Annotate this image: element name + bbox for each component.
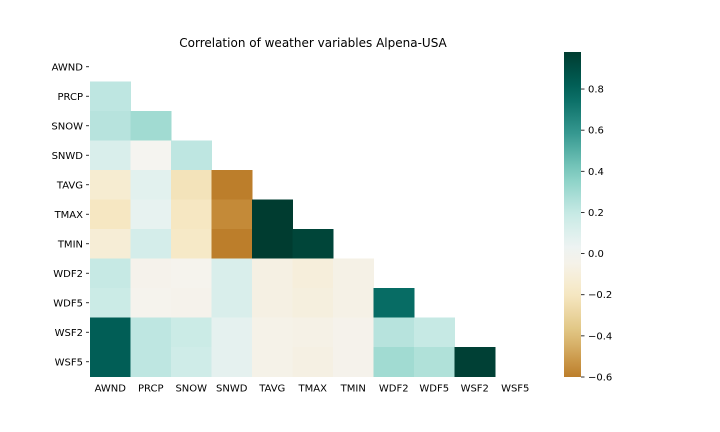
heatmap-cell (292, 347, 334, 377)
heatmap-cell (90, 347, 131, 377)
heatmap-cell (252, 317, 293, 348)
heatmap-cell (90, 170, 131, 200)
heatmap-cell (211, 199, 253, 230)
x-tick-label: SNWD (216, 384, 248, 395)
heatmap-cell (90, 81, 131, 112)
heatmap-cell (292, 288, 334, 318)
heatmap-cell (292, 229, 334, 259)
heatmap-cell (171, 258, 212, 289)
heatmap-cell (292, 258, 334, 289)
heatmap-cell (454, 347, 496, 377)
heatmap-cell (171, 288, 212, 318)
heatmap-cell (252, 199, 293, 230)
heatmap-cell (211, 229, 253, 259)
colorbar-ticks: 0.8 0.6 0.4 0.2 0.0 −0.2 −0.4 −0.6 (581, 85, 612, 384)
heatmap-cell (333, 288, 374, 318)
colorbar-tick-label: 0.6 (588, 126, 604, 137)
colorbar-tick-label: 0.0 (588, 249, 604, 260)
heatmap-cell (171, 140, 212, 171)
y-tick-label: WSF5 (55, 357, 83, 368)
heatmap-cell (211, 258, 253, 289)
x-tick-label: WSF5 (501, 384, 529, 395)
x-tick-label: AWND (95, 384, 127, 395)
heatmap-cell (130, 229, 172, 259)
x-tick-label: WDF2 (379, 384, 409, 395)
heatmap-cell (211, 170, 253, 200)
x-tick-label: WSF2 (461, 384, 489, 395)
y-tick-label: AWND (52, 62, 84, 73)
heatmap-cell (130, 199, 172, 230)
colorbar-tick-label: −0.4 (588, 331, 612, 342)
heatmap-cell (211, 347, 253, 377)
x-tick-label: SNOW (175, 384, 207, 395)
x-tick-label: WDF5 (419, 384, 449, 395)
y-tick-label: PRCP (58, 92, 84, 103)
heatmap-cell (130, 317, 172, 348)
y-tick-label: WSF2 (55, 328, 83, 339)
heatmap-cell (171, 317, 212, 348)
heatmap-cell (252, 258, 293, 289)
y-tick-label: TMIN (57, 239, 83, 250)
colorbar-tick-label: 0.2 (588, 208, 604, 219)
x-tick-label: PRCP (138, 384, 164, 395)
heatmap-cell (171, 170, 212, 200)
heatmap-cell (130, 111, 172, 141)
heatmap-cell (292, 317, 334, 348)
heatmap-cell (90, 140, 131, 171)
heatmap-cell (90, 258, 131, 289)
heatmap-cell (130, 347, 172, 377)
heatmap-cell (373, 288, 415, 318)
y-tick-label: WDF2 (53, 269, 83, 280)
heatmap-cell (90, 317, 131, 348)
heatmap-cell (171, 229, 212, 259)
y-tick-label: TMAX (54, 210, 84, 221)
heatmap-cell (171, 347, 212, 377)
x-tick-labels: AWND PRCP SNOW SNWD TAVG TMAX TMIN WDF2 WDF5 WSF2… (95, 384, 530, 395)
heatmap-cell (211, 288, 253, 318)
y-tick-label: SNWD (52, 151, 84, 162)
heatmap-cell (252, 347, 293, 377)
heatmap-cell (130, 258, 172, 289)
heatmap-cell (252, 229, 293, 259)
heatmap-cell (211, 317, 253, 348)
y-tick-label: TAVG (56, 180, 83, 191)
colorbar-tick-label: 0.4 (588, 167, 604, 178)
heatmap-cell (333, 317, 374, 348)
heatmap-cell (130, 140, 172, 171)
heatmap-cell (414, 317, 455, 348)
x-tick-label: TMAX (298, 384, 328, 395)
heatmap-cell (90, 199, 131, 230)
chart-title: Correlation of weather variables Alpena-… (179, 36, 447, 50)
colorbar (564, 52, 581, 377)
heatmap-cell (130, 288, 172, 318)
colorbar-tick-label: −0.6 (588, 373, 612, 384)
heatmap-cell (90, 229, 131, 259)
y-tick-label: WDF5 (53, 298, 83, 309)
heatmap-cell (333, 258, 374, 289)
y-tick-label: SNOW (51, 121, 83, 132)
y-tick-labels: AWND PRCP SNOW SNWD TAVG TMAX TMIN WDF2 WDF5 WSF2… (51, 62, 89, 368)
heatmap-cell (90, 288, 131, 318)
heatmap-cell (171, 199, 212, 230)
heatmap-cell (333, 347, 374, 377)
colorbar-tick-label: 0.8 (588, 85, 604, 96)
colorbar-tick-label: −0.2 (588, 290, 612, 301)
x-tick-label: TAVG (258, 384, 285, 395)
heatmap-cells (90, 81, 496, 377)
heatmap-cell (130, 170, 172, 200)
heatmap-cell (373, 317, 415, 348)
x-tick-label: TMIN (340, 384, 366, 395)
heatmap-cell (414, 347, 455, 377)
heatmap-cell (373, 347, 415, 377)
heatmap-cell (90, 111, 131, 141)
heatmap-cell (252, 288, 293, 318)
